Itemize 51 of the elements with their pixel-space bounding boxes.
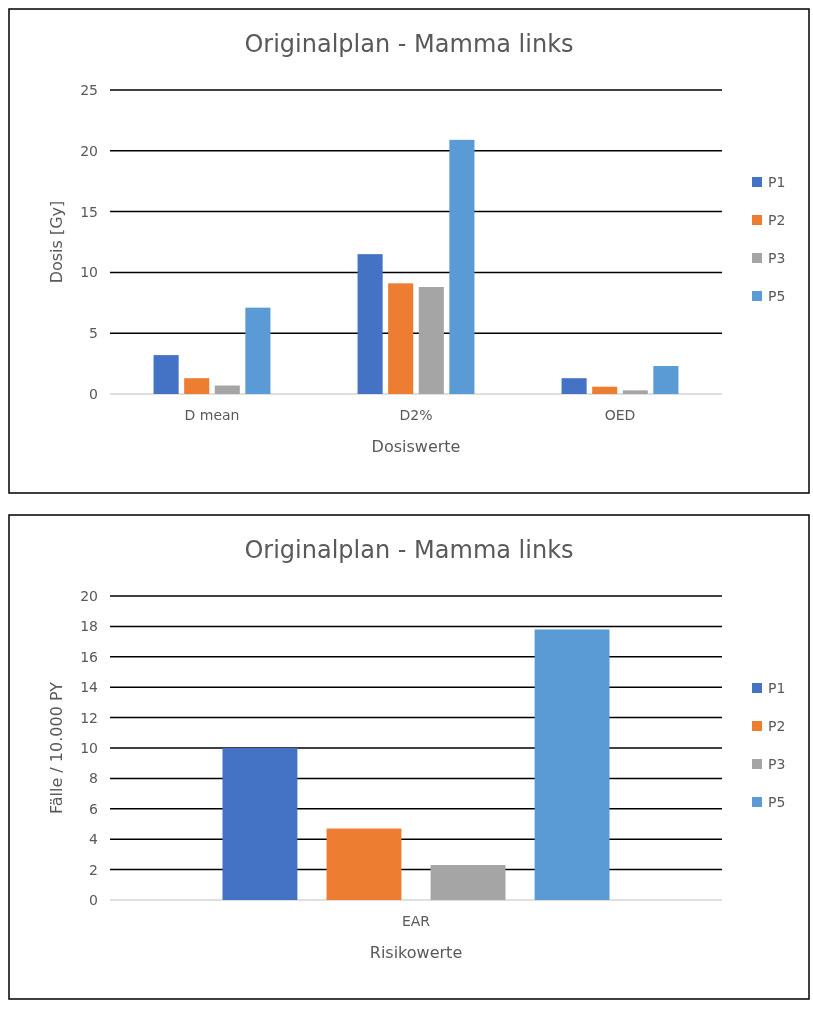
y-tick-label: 6 xyxy=(89,800,99,817)
y-tick-label: 25 xyxy=(80,81,98,98)
y-tick-label: 18 xyxy=(80,618,98,635)
chart-title: Originalplan - Mamma links xyxy=(244,536,574,564)
y-tick-label: 20 xyxy=(80,142,98,159)
bar xyxy=(184,378,210,394)
legend-label: P2 xyxy=(768,717,786,734)
x-axis-title: Risikowerte xyxy=(369,943,463,962)
x-tick-label: D mean xyxy=(184,407,240,423)
bar xyxy=(430,865,506,900)
bar xyxy=(388,283,414,394)
bar xyxy=(418,286,444,394)
legend-label: P5 xyxy=(768,793,786,810)
y-tick-label: 12 xyxy=(80,709,98,726)
legend-label: P1 xyxy=(768,173,786,190)
bar xyxy=(449,139,475,394)
y-axis-title: Fälle / 10.000 PY xyxy=(47,681,66,814)
bar xyxy=(561,378,587,394)
y-tick-label: 20 xyxy=(80,587,98,604)
bar xyxy=(622,390,648,394)
y-tick-label: 8 xyxy=(89,770,98,787)
bar xyxy=(357,254,383,394)
legend-label: P3 xyxy=(768,249,786,266)
x-tick-label: EAR xyxy=(401,913,431,929)
y-tick-label: 10 xyxy=(80,264,98,281)
chart-title: Originalplan - Mamma links xyxy=(244,30,574,58)
bar xyxy=(214,385,240,394)
y-tick-label: 2 xyxy=(89,861,98,878)
y-tick-label: 0 xyxy=(89,891,98,908)
bar xyxy=(245,307,271,394)
y-tick-label: 0 xyxy=(89,385,98,402)
legend-label: P3 xyxy=(768,755,786,772)
bar xyxy=(326,828,402,900)
bar xyxy=(153,355,179,394)
legend-label: P2 xyxy=(768,211,786,228)
y-tick-label: 15 xyxy=(80,203,98,220)
bar xyxy=(222,748,298,900)
y-tick-label: 4 xyxy=(89,831,99,848)
x-tick-label: D2% xyxy=(399,407,433,423)
y-tick-label: 10 xyxy=(80,739,98,756)
y-tick-label: 14 xyxy=(80,679,99,696)
y-tick-label: 16 xyxy=(80,648,99,665)
legend-label: P5 xyxy=(768,287,786,304)
bar xyxy=(534,629,610,900)
x-tick-label: OED xyxy=(604,407,636,423)
bar xyxy=(592,386,618,394)
y-axis-title: Dosis [Gy] xyxy=(47,200,66,284)
y-tick-label: 5 xyxy=(89,325,98,342)
legend-label: P1 xyxy=(768,679,786,696)
x-axis-title: Dosiswerte xyxy=(371,437,461,456)
bar xyxy=(653,366,679,394)
